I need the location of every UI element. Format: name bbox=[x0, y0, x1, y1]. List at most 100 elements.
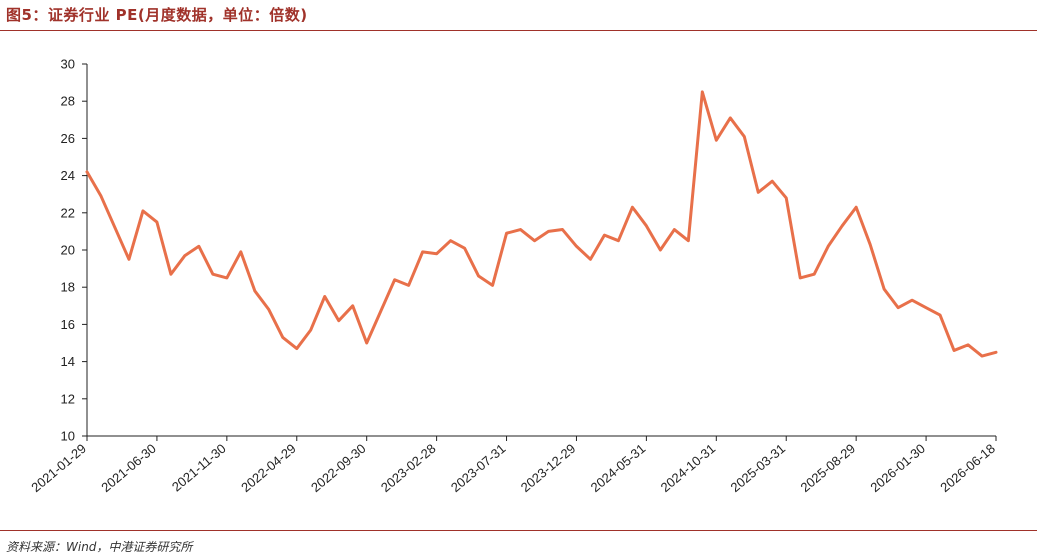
y-axis: 10 12 14 16 18 20 22 24 26 28 30 bbox=[61, 57, 88, 444]
data-point bbox=[771, 179, 774, 183]
data-point bbox=[826, 245, 830, 248]
data-point bbox=[785, 196, 788, 200]
data-point bbox=[85, 170, 89, 174]
data-point bbox=[393, 278, 396, 281]
y-tick-label: 14 bbox=[61, 354, 75, 369]
data-point bbox=[113, 226, 117, 229]
data-point bbox=[449, 239, 452, 242]
data-point bbox=[589, 258, 592, 261]
data-point bbox=[659, 248, 662, 252]
data-point bbox=[980, 354, 984, 358]
data-point bbox=[323, 295, 326, 298]
x-tick-label: 2022-04-29 bbox=[238, 441, 299, 495]
data-point bbox=[994, 351, 998, 354]
y-tick-label: 18 bbox=[61, 280, 75, 295]
top-rule bbox=[0, 30, 1037, 31]
data-point bbox=[197, 245, 201, 248]
y-tick-label: 16 bbox=[61, 317, 75, 332]
data-point bbox=[155, 220, 159, 224]
data-point bbox=[924, 306, 928, 309]
x-tick-label: 2025-03-31 bbox=[728, 441, 789, 495]
data-point bbox=[365, 341, 368, 345]
data-point bbox=[295, 347, 298, 350]
data-point bbox=[379, 310, 382, 313]
y-tick-label: 24 bbox=[61, 168, 75, 183]
x-tick-label: 2023-12-29 bbox=[518, 441, 579, 495]
data-point bbox=[799, 276, 802, 280]
x-tick-label: 2021-01-29 bbox=[28, 441, 89, 495]
data-point bbox=[617, 239, 620, 242]
figure-title: 图5：证券行业 PE(月度数据，单位：倍数) bbox=[6, 6, 308, 24]
data-point bbox=[645, 224, 648, 228]
data-point bbox=[225, 276, 229, 280]
data-point bbox=[477, 274, 480, 278]
data-point bbox=[757, 191, 760, 194]
data-point bbox=[463, 246, 466, 250]
series-layer bbox=[85, 90, 998, 358]
data-point bbox=[421, 250, 424, 254]
x-axis: 2021-01-29 2021-06-30 2021-11-30 2022-04-29… bbox=[28, 435, 998, 495]
data-point bbox=[491, 284, 494, 287]
data-point bbox=[267, 308, 270, 311]
data-point bbox=[701, 90, 704, 94]
data-point bbox=[743, 135, 746, 138]
data-point bbox=[183, 254, 187, 257]
data-point bbox=[351, 304, 354, 307]
data-point bbox=[840, 224, 844, 228]
data-point bbox=[673, 228, 676, 231]
data-point bbox=[141, 209, 145, 213]
data-point bbox=[952, 349, 956, 352]
y-tick-label: 10 bbox=[61, 429, 75, 444]
data-point bbox=[896, 306, 900, 309]
data-point bbox=[253, 289, 257, 293]
data-point bbox=[868, 243, 872, 246]
x-tick-label: 2024-05-31 bbox=[588, 441, 649, 495]
data-point bbox=[505, 232, 508, 235]
x-tick-label: 2026-06-18 bbox=[937, 441, 998, 495]
data-point bbox=[169, 272, 173, 276]
x-tick-label: 2023-07-31 bbox=[448, 441, 509, 495]
y-tick-label: 26 bbox=[61, 131, 75, 146]
bottom-rule bbox=[0, 530, 1037, 531]
data-point bbox=[337, 319, 340, 322]
data-point bbox=[239, 250, 243, 254]
data-point bbox=[561, 228, 564, 231]
y-tick-label: 30 bbox=[61, 57, 75, 72]
line-chart: 10 12 14 16 18 20 22 24 26 28 30 2021-01-29 2021-06… bbox=[28, 57, 998, 496]
y-tick-label: 20 bbox=[61, 243, 75, 258]
data-point bbox=[407, 284, 410, 287]
y-tick-label: 22 bbox=[61, 205, 75, 220]
data-point bbox=[309, 328, 312, 332]
y-tick-label: 12 bbox=[61, 391, 75, 406]
data-point bbox=[603, 233, 606, 237]
source-note: 资料来源：Wind，中港证券研究所 bbox=[6, 540, 193, 554]
x-tick-label: 2022-09-30 bbox=[308, 441, 369, 495]
x-tick-label: 2025-08-29 bbox=[797, 441, 858, 495]
data-point bbox=[211, 272, 215, 276]
data-point bbox=[729, 116, 732, 120]
x-tick-label: 2021-11-30 bbox=[169, 441, 229, 495]
data-point bbox=[533, 239, 536, 242]
data-point bbox=[281, 336, 284, 339]
data-point bbox=[435, 252, 438, 255]
data-point bbox=[938, 313, 942, 317]
data-point bbox=[715, 139, 718, 142]
x-tick-label: 2024-10-31 bbox=[658, 441, 719, 495]
data-point bbox=[910, 299, 914, 302]
data-point bbox=[99, 194, 103, 198]
data-point bbox=[854, 206, 858, 209]
data-point bbox=[687, 239, 690, 242]
data-point bbox=[882, 287, 886, 291]
data-point bbox=[813, 272, 816, 276]
data-point bbox=[631, 206, 634, 209]
x-tick-label: 2026-01-30 bbox=[867, 441, 928, 495]
pe-series-line bbox=[85, 90, 998, 358]
data-point bbox=[519, 228, 522, 231]
x-tick-label: 2021-06-30 bbox=[98, 441, 159, 495]
data-point bbox=[547, 230, 550, 233]
data-point bbox=[966, 343, 970, 347]
y-tick-label: 28 bbox=[61, 94, 75, 109]
x-tick-label: 2023-02-28 bbox=[378, 441, 439, 495]
data-point bbox=[127, 258, 131, 261]
data-point bbox=[575, 245, 578, 248]
